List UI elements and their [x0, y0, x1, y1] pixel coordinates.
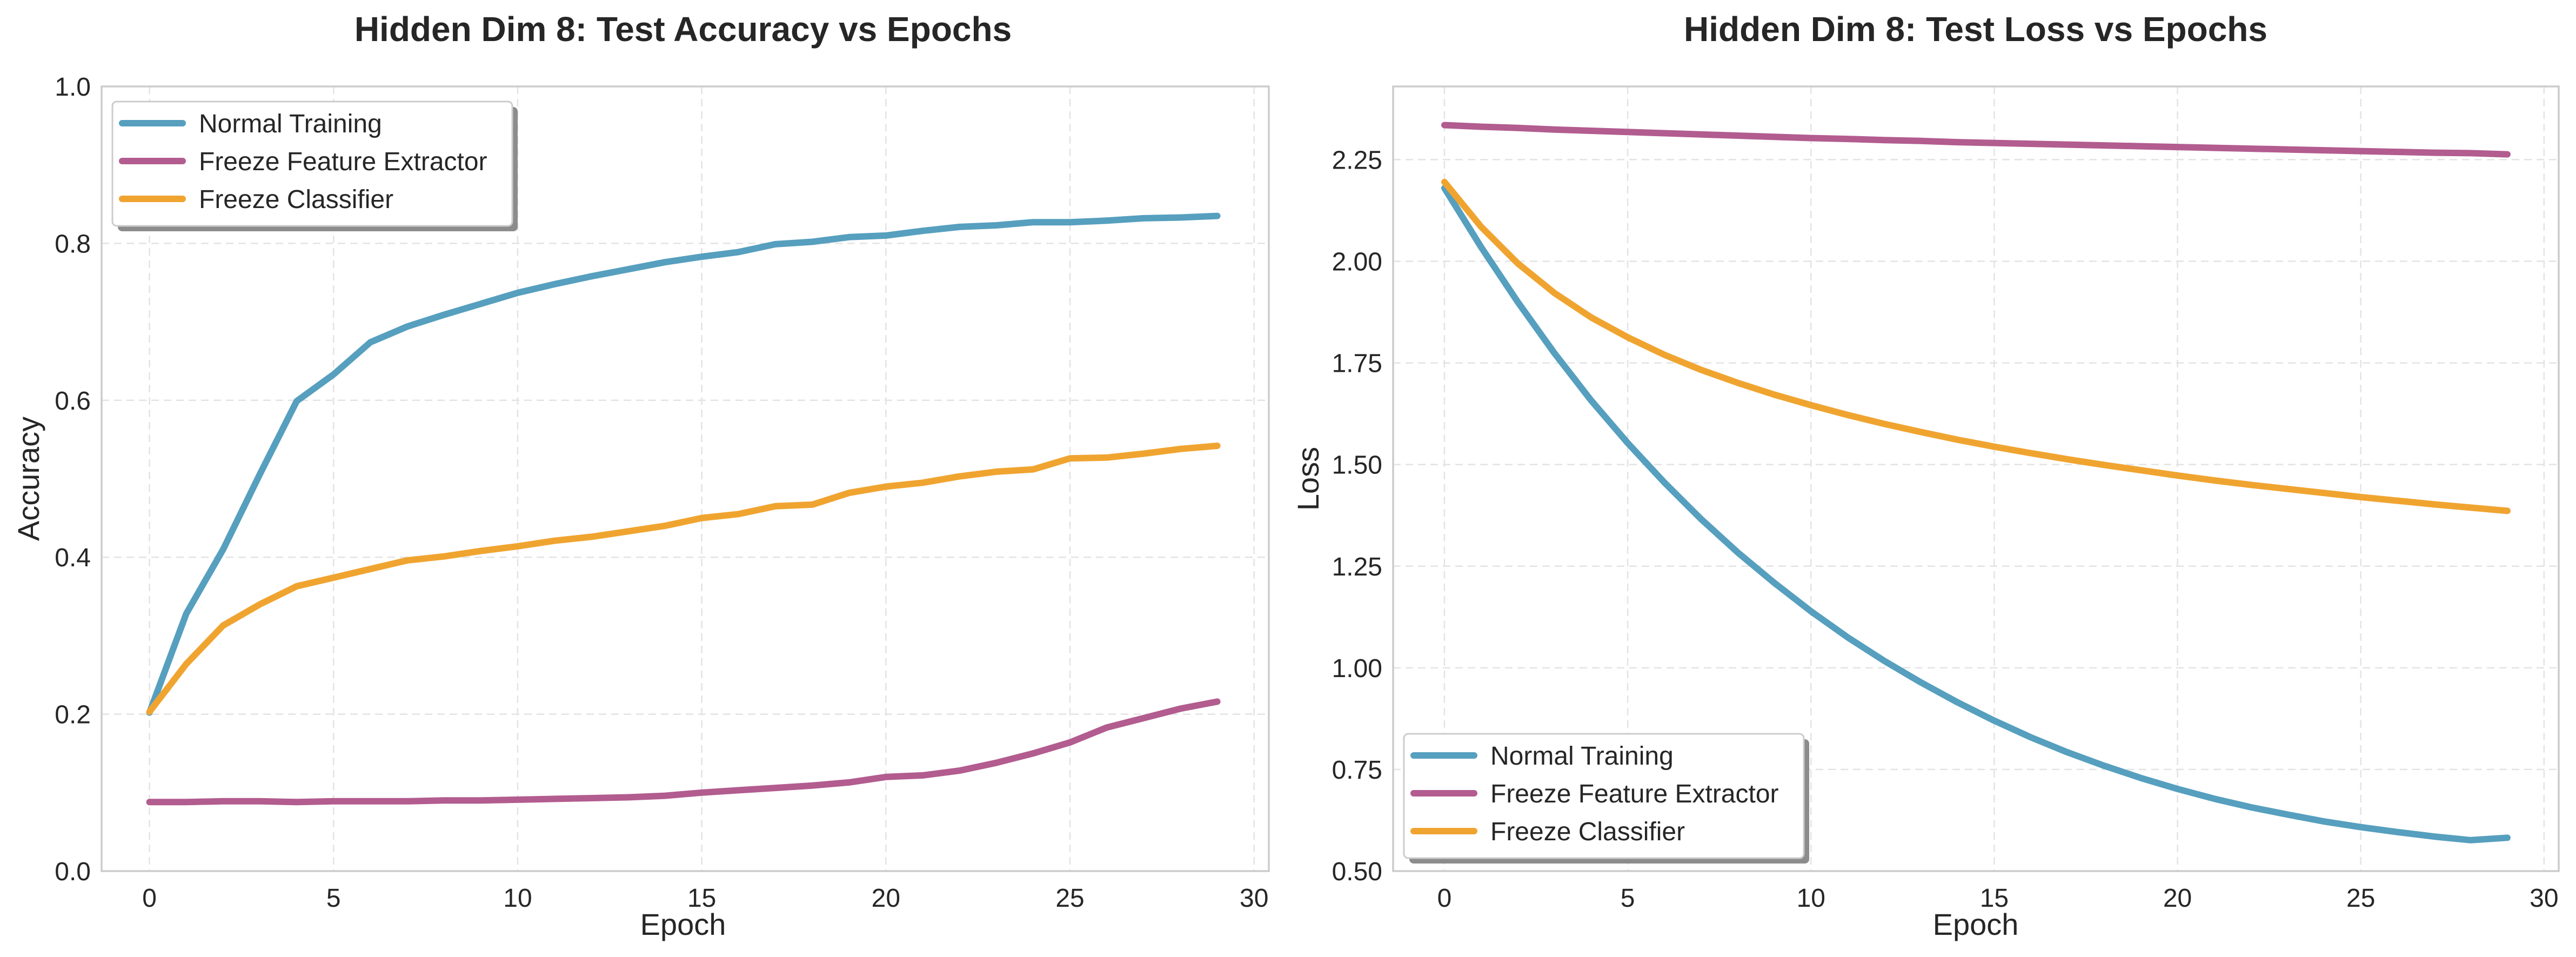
accuracy-y-tick-label: 1.0: [55, 73, 91, 102]
loss-y-tick-label: 1.75: [1332, 350, 1382, 378]
loss-x-tick-label: 20: [2163, 884, 2192, 913]
loss-x-axis-label: Epoch: [1933, 907, 2019, 941]
loss-y-tick-label: 2.25: [1332, 146, 1382, 175]
loss-legend-label: Normal Training: [1490, 742, 1674, 771]
loss-y-tick-label: 2.00: [1332, 248, 1382, 277]
loss-y-tick-label: 0.50: [1332, 858, 1382, 886]
accuracy-legend-label: Freeze Feature Extractor: [199, 148, 487, 176]
accuracy-legend-label: Freeze Classifier: [199, 185, 393, 214]
accuracy-x-tick-label: 25: [1055, 884, 1084, 913]
accuracy-x-axis-label: Epoch: [640, 907, 726, 941]
accuracy-y-tick-label: 0.8: [55, 230, 91, 258]
accuracy-plot-frame: [101, 85, 1270, 872]
accuracy-y-tick-label: 0.0: [55, 858, 91, 886]
loss-y-tick-label: 1.25: [1332, 553, 1382, 581]
accuracy-legend: Normal Training Freeze Feature Extractor F…: [111, 101, 518, 231]
loss-legend-label: Freeze Classifier: [1490, 818, 1685, 846]
accuracy-x-tick-label: 0: [142, 884, 157, 913]
accuracy-x-tick-label: 10: [503, 884, 532, 913]
accuracy-chart: Hidden Dim 8: Test Accuracy vs Epochs Ep…: [11, 10, 1270, 941]
accuracy-series-freeze-feature-extractor: [146, 698, 1221, 806]
loss-chart: Hidden Dim 8: Test Loss vs Epochs Epoch …: [1291, 10, 2560, 941]
accuracy-y-tick-label: 0.2: [55, 701, 91, 730]
accuracy-x-tick-label: 20: [872, 884, 900, 913]
loss-chart-title: Hidden Dim 8: Test Loss vs Epochs: [1684, 10, 2267, 49]
loss-x-tick-label: 30: [2530, 884, 2558, 913]
accuracy-x-tick-label: 30: [1240, 884, 1268, 913]
loss-x-tick-label: 15: [1980, 884, 2009, 913]
loss-y-tick-label: 1.00: [1332, 654, 1382, 683]
loss-x-tick-label: 10: [1797, 884, 1825, 913]
loss-series-normal-training: [1441, 185, 2511, 844]
loss-y-tick-label: 0.75: [1332, 756, 1382, 785]
accuracy-chart-title: Hidden Dim 8: Test Accuracy vs Epochs: [354, 10, 1012, 49]
loss-x-tick-label: 25: [2346, 884, 2375, 913]
loss-series-freeze-classifier: [1441, 178, 2511, 514]
loss-legend: Normal Training Freeze Feature Extractor F…: [1403, 733, 1809, 864]
loss-plot-frame: [1392, 85, 2560, 872]
loss-legend-box: [1403, 733, 1805, 859]
accuracy-legend-label: Normal Training: [199, 110, 382, 138]
accuracy-series-normal-training: [146, 212, 1221, 716]
accuracy-x-tick-label: 15: [687, 884, 716, 913]
accuracy-x-tick-label: 5: [326, 884, 341, 913]
accuracy-series-freeze-classifier: [146, 443, 1221, 715]
accuracy-legend-box: [111, 101, 513, 227]
loss-legend-label: Freeze Feature Extractor: [1490, 780, 1779, 808]
loss-x-tick-label: 0: [1437, 884, 1452, 913]
loss-series-freeze-feature-extractor: [1441, 122, 2511, 158]
accuracy-y-axis-label: Accuracy: [11, 417, 45, 541]
loss-y-tick-label: 1.50: [1332, 451, 1382, 480]
loss-y-axis-label: Loss: [1291, 447, 1325, 511]
accuracy-y-tick-label: 0.6: [55, 387, 91, 416]
accuracy-y-tick-label: 0.4: [55, 544, 91, 572]
loss-x-tick-label: 5: [1621, 884, 1635, 913]
